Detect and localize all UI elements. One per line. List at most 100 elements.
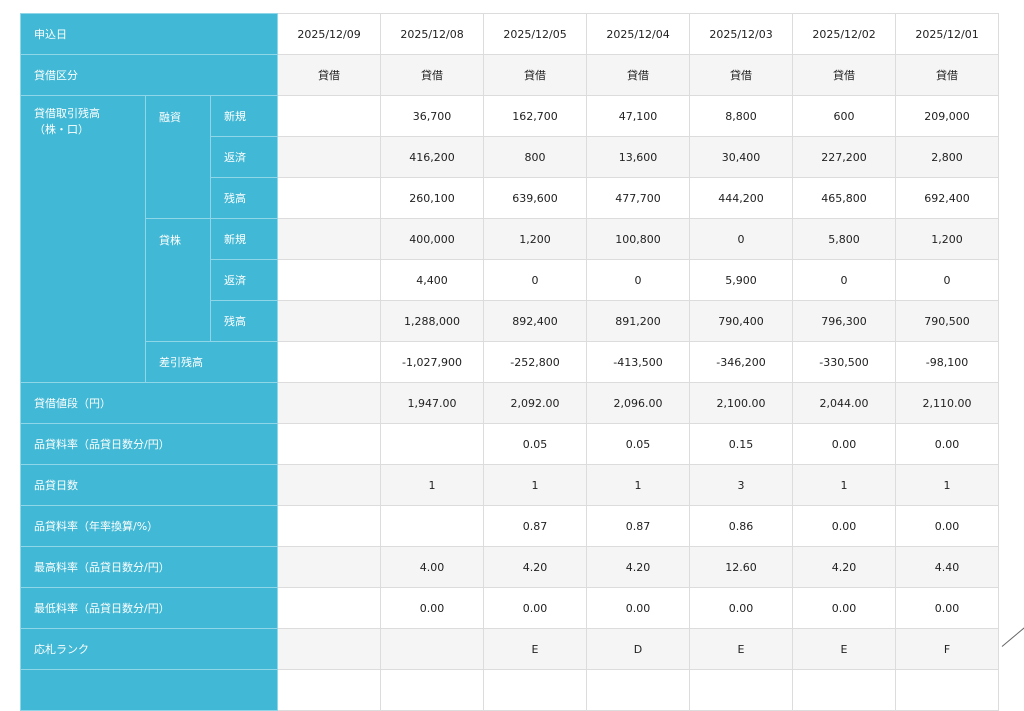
cell: 1,200 [483,218,588,260]
cell: 8,800 [689,95,794,137]
cell: 1,200 [895,218,1000,260]
cell [586,669,691,711]
cell: 1 [586,464,691,506]
cell: 2,092.00 [483,382,588,424]
row-header-yushi: 融資 [145,95,211,219]
row-header-fee-days: 品貸日数 [19,464,279,506]
cell: 貸借 [483,54,588,96]
cell: 0.00 [380,587,485,629]
cell: 1 [380,464,485,506]
cell: 639,600 [483,177,588,219]
cell [277,382,382,424]
cell [380,505,485,547]
cell: 2025/12/02 [792,13,897,55]
cell: 444,200 [689,177,794,219]
cell [277,423,382,465]
cell: 0.00 [895,423,1000,465]
row-header-balance: 貸借取引残高 （株・口） [20,95,146,383]
row-header-remain: 残高 [209,300,279,342]
row-header [19,669,279,711]
cell: 1 [483,464,588,506]
cell: 0.00 [586,587,691,629]
cell: 1,947.00 [380,382,485,424]
cell: D [586,628,691,670]
row-header-kashikabu: 貸株 [145,218,211,342]
cell [277,136,382,178]
cell: 209,000 [895,95,1000,137]
cell: 100,800 [586,218,691,260]
cell: 796,300 [792,300,897,342]
cell [277,341,382,383]
cell [792,669,897,711]
cell: 0.00 [792,587,897,629]
row-header-repay: 返済 [209,259,279,301]
cell: 貸借 [689,54,794,96]
cell: 0.00 [689,587,794,629]
cell: 2025/12/05 [483,13,588,55]
cell: 0.87 [586,505,691,547]
cell: 1,288,000 [380,300,485,342]
row-header-date: 申込日 [19,13,279,55]
cell: 0 [586,259,691,301]
cell: 260,100 [380,177,485,219]
cell [380,628,485,670]
table-row: 貸借取引残高 （株・口） 融資 新規 36,700 162,700 47,100 8,800… [20,95,1000,383]
cell: -413,500 [586,341,691,383]
table-row: 品貸料率（年率換算/%） 0.87 0.87 0.86 0.00 0.00 [19,505,1000,547]
table-row: 残高 1,288,000 892,400 891,200 790,400 796,300 7… [21,300,1000,342]
cell: 12.60 [689,546,794,588]
cell [277,546,382,588]
cell [483,669,588,711]
cell: 2,096.00 [586,382,691,424]
cell: 891,200 [586,300,691,342]
cell: 貸借 [586,54,691,96]
cell [277,505,382,547]
row-header-fee-annual: 品貸料率（年率換算/%） [19,505,279,547]
cell: 貸借 [380,54,485,96]
cell: 790,400 [689,300,794,342]
cell: 600 [792,95,897,137]
row-header-rank: 応札ランク [19,628,279,670]
table-row: 品貸日数 1 1 1 3 1 1 [19,464,1000,506]
cell: F [895,628,1000,670]
cell: 692,400 [895,177,1000,219]
cell: 465,800 [792,177,897,219]
cell: 貸借 [277,54,382,96]
cell: 5,900 [689,259,794,301]
cell: 790,500 [895,300,1000,342]
cell: 0.87 [483,505,588,547]
cell: 0 [792,259,897,301]
cell: 4.20 [483,546,588,588]
cell: 3 [689,464,794,506]
cell: 0.00 [792,505,897,547]
cell: 貸借 [792,54,897,96]
table-row: 返済 416,200 800 13,600 30,400 227,200 2,800 [21,136,1000,178]
cell: 2025/12/01 [895,13,1000,55]
cell: 0.00 [895,587,1000,629]
cell [277,587,382,629]
table-row: 申込日 2025/12/09 2025/12/08 2025/12/05 2025/12… [19,13,1000,55]
table-row: 差引残高 -1,027,900 -252,800 -413,500 -346,200 -3… [21,341,1000,383]
margin-balance-table: 申込日 2025/12/09 2025/12/08 2025/12/05 2025/12… [19,13,1000,711]
cell: 2025/12/03 [689,13,794,55]
cell: 30,400 [689,136,794,178]
cell: 2,110.00 [895,382,1000,424]
cell: -98,100 [895,341,1000,383]
cell: 800 [483,136,588,178]
table-row: 貸借値段（円） 1,947.00 2,092.00 2,096.00 2,100.00 2… [19,382,1000,424]
table-row: 品貸料率（品貸日数分/円） 0.05 0.05 0.15 0.00 0.00 [19,423,1000,465]
cell: 0 [689,218,794,260]
cell: 4.20 [792,546,897,588]
cell [277,218,382,260]
cell: 4,400 [380,259,485,301]
cell [277,177,382,219]
row-header-kubun: 貸借区分 [19,54,279,96]
cell: 227,200 [792,136,897,178]
cell: 4.00 [380,546,485,588]
cell: 0.15 [689,423,794,465]
cell: 400,000 [380,218,485,260]
cell: -330,500 [792,341,897,383]
resize-handle[interactable] [1001,625,1024,647]
table-row [19,669,1000,711]
cell: 5,800 [792,218,897,260]
